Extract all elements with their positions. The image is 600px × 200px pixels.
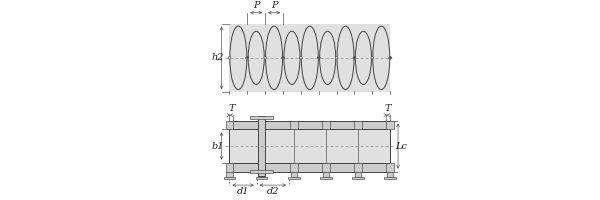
Ellipse shape [354,57,355,59]
Circle shape [246,57,248,59]
Bar [354,163,362,172]
Bar [229,121,390,129]
Bar [229,163,390,172]
Bar [258,163,265,172]
Ellipse shape [320,31,336,84]
Circle shape [299,57,302,59]
Bar [224,177,235,179]
Bar [355,172,361,177]
Bar [259,116,265,176]
Bar [322,121,330,129]
Ellipse shape [301,26,318,90]
Ellipse shape [318,57,319,59]
Ellipse shape [355,31,371,84]
Bar [386,121,394,129]
Circle shape [228,57,230,59]
Text: P: P [271,1,277,10]
Bar [250,170,273,173]
Bar [226,172,233,177]
Ellipse shape [230,26,247,90]
Bar [258,121,265,129]
Ellipse shape [390,57,391,59]
Ellipse shape [247,57,248,59]
Text: d2: d2 [266,187,279,196]
Bar [387,172,394,177]
Bar [229,24,390,92]
Text: P: P [253,1,259,10]
Text: Lc: Lc [395,142,407,151]
Ellipse shape [284,31,300,84]
Bar [320,177,332,179]
Bar [290,172,297,177]
Bar [226,121,233,129]
Bar [229,129,390,163]
Ellipse shape [266,26,283,90]
Text: b1: b1 [212,142,224,151]
Circle shape [389,57,391,59]
Text: T: T [385,104,392,113]
Bar [352,177,364,179]
Text: d1: d1 [237,187,250,196]
Bar [259,172,265,177]
Circle shape [264,57,266,59]
Ellipse shape [373,26,390,90]
Circle shape [317,57,320,59]
Text: h2: h2 [212,53,224,62]
Bar [354,121,362,129]
Text: T: T [228,104,235,113]
Bar [288,177,299,179]
Bar [290,121,298,129]
Ellipse shape [248,31,264,84]
Bar [290,163,298,172]
Bar [322,163,330,172]
Bar [385,177,396,179]
Circle shape [371,57,374,59]
Bar [226,163,233,172]
Bar [250,116,273,119]
Circle shape [282,57,284,59]
Bar [386,163,394,172]
Bar [323,172,329,177]
Circle shape [335,57,338,59]
Circle shape [353,57,356,59]
Ellipse shape [337,26,354,90]
Bar [256,177,268,179]
